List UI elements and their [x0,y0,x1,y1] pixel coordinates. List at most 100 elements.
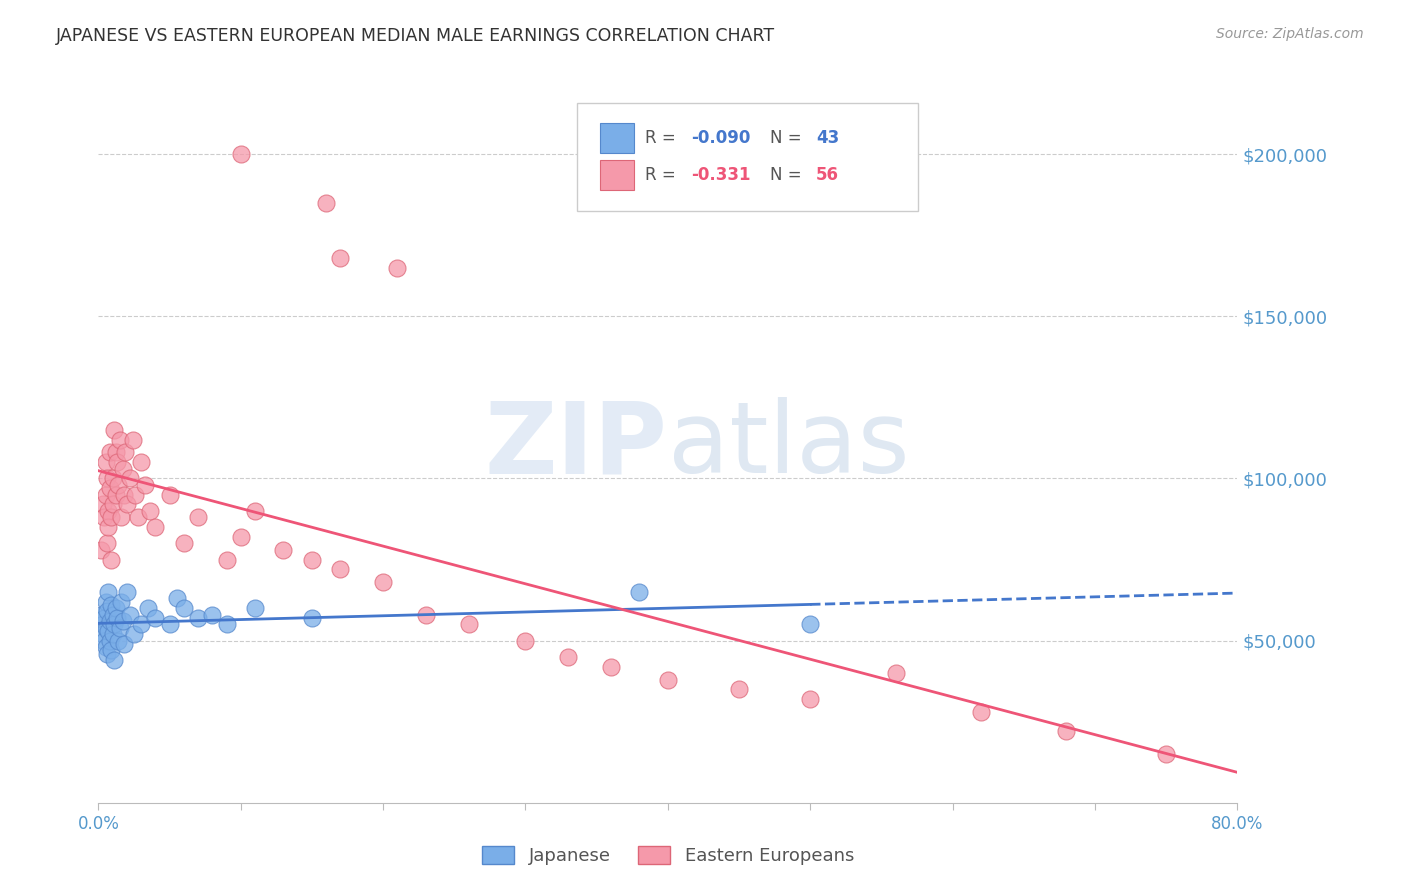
Point [243,601,266,615]
Point [799,617,821,632]
Point [201,607,224,622]
Text: Source: ZipAtlas.com: Source: ZipAtlas.com [1216,27,1364,41]
Point [129,617,152,632]
Point [105,455,128,469]
Point [98,614,121,628]
Point [970,705,993,719]
Point [215,617,238,632]
Point [273,542,295,557]
Point [94,455,117,469]
Point [100,598,122,612]
Point [515,633,537,648]
Point [600,659,623,673]
Point [145,520,167,534]
Point [657,673,679,687]
Point [98,481,121,495]
Point [105,611,128,625]
Point [134,478,156,492]
Text: atlas: atlas [668,398,910,494]
Point [166,591,188,606]
Point [415,607,437,622]
Point [91,497,114,511]
Text: N =: N = [770,166,807,184]
Point [111,461,134,475]
Point [229,530,252,544]
Point [173,601,195,615]
Point [100,552,122,566]
Point [93,633,115,648]
FancyBboxPatch shape [576,103,918,211]
Point [329,251,352,265]
Point [91,627,114,641]
Point [315,195,337,210]
Point [107,633,129,648]
Point [97,624,120,638]
Point [112,488,135,502]
Point [107,478,129,492]
FancyBboxPatch shape [599,160,634,190]
Point [129,455,152,469]
Point [557,649,579,664]
Point [243,504,266,518]
Point [122,627,145,641]
Text: N =: N = [770,128,807,146]
Point [103,617,125,632]
Point [127,510,149,524]
Point [799,692,821,706]
Point [187,611,209,625]
Point [101,627,124,641]
Point [138,504,160,518]
Point [229,147,252,161]
Point [97,520,120,534]
Point [136,601,159,615]
Point [215,552,238,566]
Point [187,510,209,524]
Point [96,471,118,485]
Point [96,647,118,661]
Point [101,607,124,622]
Point [93,510,115,524]
Point [94,488,117,502]
Point [457,617,479,632]
Point [104,445,127,459]
Point [1154,747,1177,761]
Point [1056,724,1078,739]
Text: 43: 43 [815,128,839,146]
Point [145,611,167,625]
Point [628,585,651,599]
Point [104,488,127,502]
Point [301,611,323,625]
Point [114,445,136,459]
Point [97,585,120,599]
Point [124,488,146,502]
Point [90,607,112,622]
Point [103,423,125,437]
Point [103,653,125,667]
Point [121,433,143,447]
Point [90,542,112,557]
Point [104,601,127,615]
Text: R =: R = [645,128,681,146]
Point [108,621,131,635]
Point [329,562,352,576]
Point [118,607,141,622]
Point [115,585,138,599]
Point [100,510,122,524]
Point [110,510,132,524]
Point [96,604,118,618]
Point [884,666,907,681]
Point [301,552,323,566]
Point [111,614,134,628]
Text: R =: R = [645,166,686,184]
Legend: Japanese, Eastern Europeans: Japanese, Eastern Europeans [474,838,862,872]
Point [373,575,395,590]
Point [387,260,409,275]
Point [118,471,141,485]
Point [96,536,118,550]
Point [115,497,138,511]
Point [91,617,114,632]
Point [94,595,117,609]
Text: ZIP: ZIP [485,398,668,494]
Point [93,611,115,625]
Point [94,640,117,654]
